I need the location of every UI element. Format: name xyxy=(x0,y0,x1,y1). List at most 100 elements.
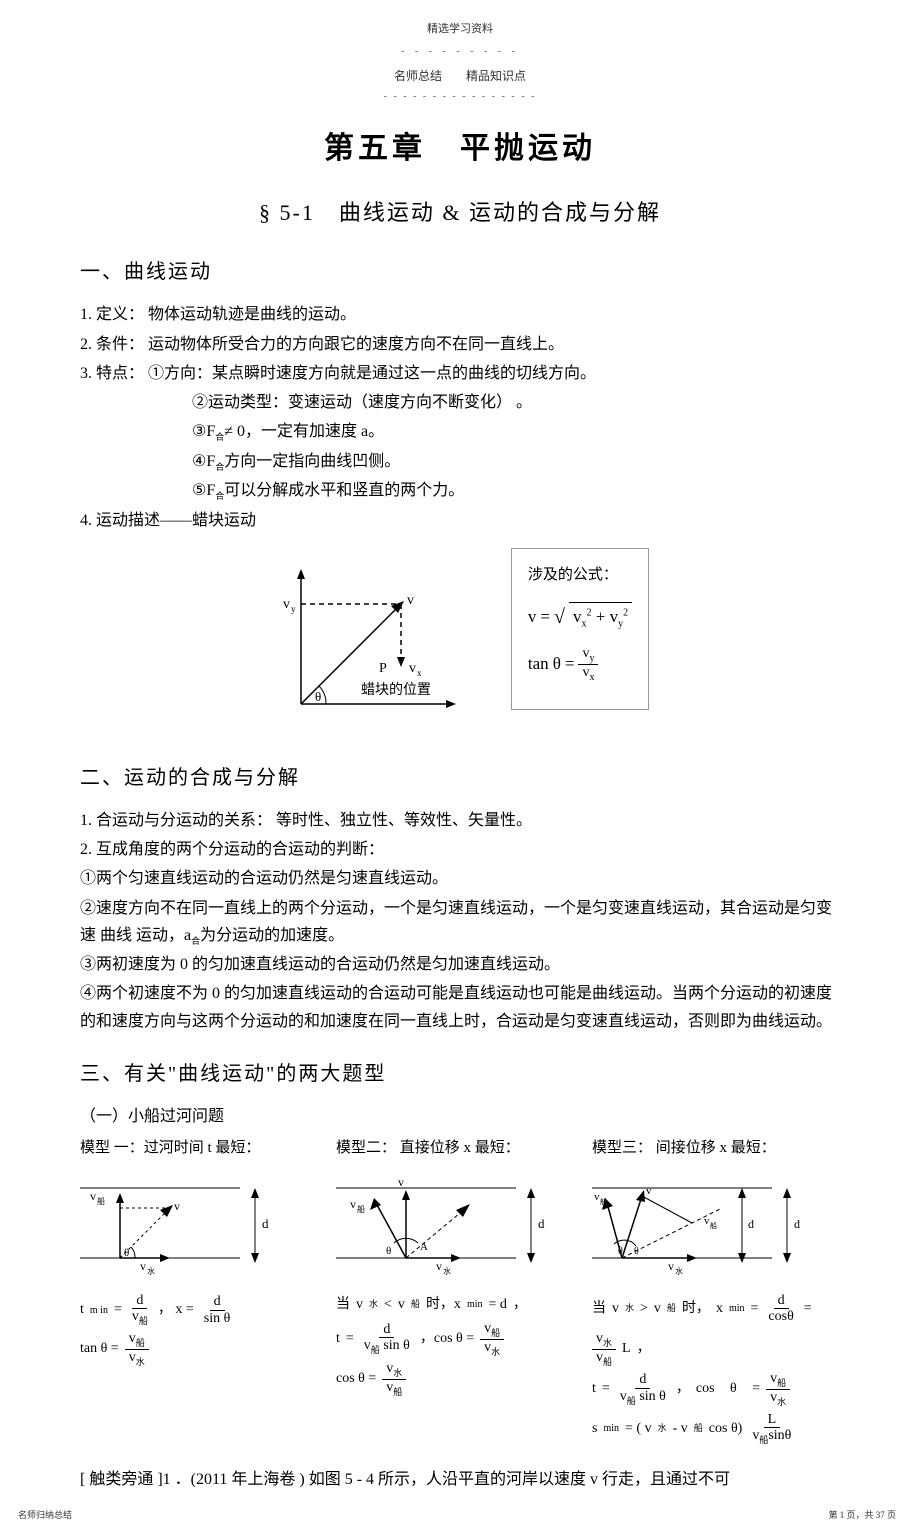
m3-vb3: v xyxy=(770,1371,777,1386)
m2-th: θ xyxy=(403,1338,410,1353)
svg-text:θ: θ xyxy=(618,1246,623,1257)
m3-l3b: - v xyxy=(673,1417,688,1441)
svg-text:v: v xyxy=(90,1189,96,1203)
f-x: x xyxy=(581,619,586,630)
svg-text:v: v xyxy=(140,1259,146,1273)
svg-text:v: v xyxy=(646,1185,652,1197)
sub-left: 名师总结 xyxy=(394,69,442,83)
m3-shi: 时， xyxy=(682,1297,710,1321)
svg-text:v: v xyxy=(668,1259,674,1273)
f-v: v xyxy=(528,603,537,632)
he-sub2: 合 xyxy=(215,462,224,472)
m2-diagram: v 船 v θ A v 水 d xyxy=(336,1168,584,1288)
m1-bs: 船 xyxy=(139,1316,148,1326)
model2: 模型二： 直接位移 x 最短： v xyxy=(336,1136,584,1450)
m2-cos2: cos θ = xyxy=(336,1367,376,1391)
s1-p3e-b: 可以分解成水平和竖直的两个力。 xyxy=(224,482,464,499)
svg-text:θ: θ xyxy=(386,1245,391,1257)
m3-vb5: v xyxy=(752,1428,759,1443)
m2-bs1: 船 xyxy=(411,1297,420,1312)
m3-L2: L xyxy=(764,1412,781,1428)
s2-p4b: 为分运动的加速度。 xyxy=(200,927,344,944)
top-dash: - - - - - - - - - xyxy=(80,43,840,60)
s2-p6: ④两个初速度不为 0 的匀加速直线运动的合运动可能是直线运动也可能是曲线运动。当… xyxy=(80,980,840,1034)
sub-header: 名师总结 精品知识点 xyxy=(80,66,840,86)
s1-p3e-a: ⑤F xyxy=(192,482,215,499)
m3-s: s xyxy=(592,1417,597,1441)
formula-box: 涉及的公式： v = √ vx2 + vy2 tan θ = vy vx xyxy=(511,548,649,710)
m3-vb1: v xyxy=(654,1297,661,1321)
section3-heading: 三、有关"曲线运动"的两大题型 xyxy=(80,1057,840,1091)
m3-th: θ xyxy=(787,1309,794,1324)
m2-cond: 时，x xyxy=(426,1293,461,1317)
he-sub3: 合 xyxy=(215,491,224,501)
page-subtitle: § 5-1 曲线运动 & 运动的合成与分解 xyxy=(80,194,840,231)
m1-d: d xyxy=(132,1293,147,1309)
svg-text:d: d xyxy=(538,1216,545,1231)
svg-text:v: v xyxy=(350,1197,356,1211)
m3-vw2: v xyxy=(770,1390,777,1405)
s1-p3d-a: ④F xyxy=(192,453,215,470)
f-eq: = xyxy=(540,603,550,632)
m3-l3a: = ( v xyxy=(625,1417,652,1441)
m1-f1: tm in = dv船 ， x = dsin θ xyxy=(80,1293,328,1327)
m3-bs1: 船 xyxy=(667,1301,676,1316)
s1-p3d-b: 方向一定指向曲线凹侧。 xyxy=(224,453,400,470)
svg-text:蜡块的位置: 蜡块的位置 xyxy=(361,682,431,698)
m1-ws: 水 xyxy=(136,1357,145,1367)
footer-right: 第 1 页，共 37 页 xyxy=(828,1508,896,1521)
m2-vw3: v xyxy=(386,1361,393,1376)
s1-p2: 2. 条件： 运动物体所受合力的方向跟它的速度方向不在同一直线上。 xyxy=(80,331,840,358)
m3-c1: ， xyxy=(637,1337,651,1361)
svg-text:水: 水 xyxy=(443,1266,451,1276)
f-eq2: = xyxy=(565,650,575,679)
m2-vb4: v xyxy=(386,1380,393,1395)
m3-sin3: sin xyxy=(768,1428,784,1443)
s3-sub1: （一）小船过河问题 xyxy=(80,1103,840,1130)
svg-text:θ: θ xyxy=(315,689,321,704)
m1-eq1: = xyxy=(114,1298,122,1322)
svg-text:v: v xyxy=(398,1175,404,1189)
m1-min: m in xyxy=(90,1302,108,1319)
m3-bs5: 船 xyxy=(759,1435,768,1445)
svg-text:v: v xyxy=(174,1199,180,1213)
m1-diagram: v 船 v θ v 水 d xyxy=(80,1168,328,1288)
m3-f1: 当 v水 > v船 时， xmin = dcosθ = v水v船 L ， xyxy=(592,1293,840,1367)
m2-f1: 当 v水 < v船 时，xmin = d ， xyxy=(336,1293,584,1317)
m2-bs3: 船 xyxy=(491,1328,500,1338)
s2-p2: 2. 互成角度的两个分运动的合运动的判断： xyxy=(80,836,840,863)
m3-eq1: = xyxy=(751,1297,759,1321)
f-sq1: 2 xyxy=(586,608,591,619)
m3-f3: smin = ( v水 - v船 cos θ) Lv船sinθ xyxy=(592,1412,840,1446)
sqrt-content: vx2 + vy2 xyxy=(569,602,632,632)
he-sub4: 合 xyxy=(191,936,200,946)
s1-p3e: ⑤F合可以分解成水平和竖直的两个力。 xyxy=(80,477,840,504)
f-tan: tan xyxy=(528,650,549,679)
m3-ws1: 水 xyxy=(625,1301,634,1316)
m3-ws2: 水 xyxy=(777,1397,786,1407)
m1-tan: tan θ = xyxy=(80,1337,119,1361)
m2-eqd: = d xyxy=(489,1293,507,1317)
svg-text:d: d xyxy=(748,1217,754,1231)
sub-right: 精品知识点 xyxy=(466,69,526,83)
m2-vw1: v xyxy=(356,1293,363,1317)
m2-sin: sin xyxy=(383,1338,399,1353)
s1-p3d: ④F合方向一定指向曲线凹侧。 xyxy=(80,448,840,475)
svg-text:船: 船 xyxy=(600,1197,607,1206)
m3-d2: d xyxy=(635,1372,650,1388)
vector-diagram: v y v P v x θ 蜡块的位置 xyxy=(271,554,471,733)
page-title: 第五章 平抛运动 xyxy=(80,123,840,174)
svg-text:v: v xyxy=(283,597,290,612)
svg-text:船: 船 xyxy=(357,1204,365,1214)
svg-text:v: v xyxy=(407,593,414,608)
formula-label: 涉及的公式： xyxy=(528,563,632,589)
m2-f2: t = dv船 sin θ ，cos θ = v船v水 xyxy=(336,1321,584,1357)
he-sub: 合 xyxy=(215,432,224,442)
m2-vb1: v xyxy=(398,1293,405,1317)
m1-t: t xyxy=(80,1298,84,1322)
m3-vw1b: v xyxy=(596,1331,603,1346)
s2-p4: ②速度方向不在同一直线上的两个分运动，一个是匀速直线运动，一个是匀变速直线运动，… xyxy=(80,895,840,950)
m3-ws3: 水 xyxy=(658,1421,667,1436)
s1-p1: 1. 定义： 物体运动轨迹是曲线的运动。 xyxy=(80,301,840,328)
m3-c2: ， xyxy=(676,1377,690,1401)
